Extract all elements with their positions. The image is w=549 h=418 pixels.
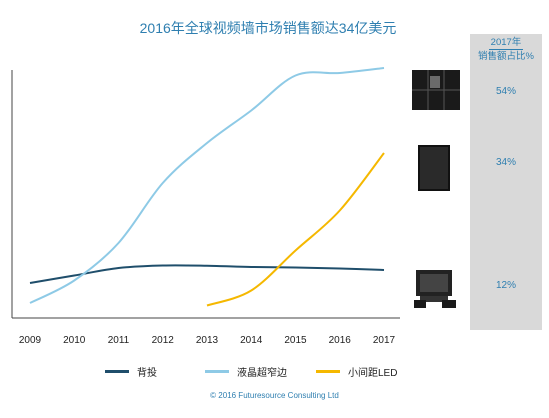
series-line-1: [29, 67, 385, 304]
share-value-rear-projection: 12%: [495, 280, 516, 291]
lcd-video-wall-icon: [412, 70, 460, 110]
share-heading-label: 销售额占比%: [478, 51, 534, 62]
legend-label: 背投: [137, 368, 157, 379]
share-value-lcd: 54%: [495, 86, 516, 97]
legend-swatch: [316, 370, 340, 373]
legend-swatch: [205, 370, 229, 373]
legend-item-led: 小间距LED: [316, 364, 397, 379]
share-value-led: 34%: [495, 157, 516, 168]
series-line-2: [206, 152, 385, 307]
x-tick-label: 2009: [19, 335, 42, 346]
x-tick-label: 2014: [240, 335, 263, 346]
x-tick-label: 2017: [373, 335, 396, 346]
x-tick-label: 2016: [329, 335, 352, 346]
x-tick-label: 2012: [152, 335, 175, 346]
share-panel-heading: 2017年 销售额占比%: [470, 36, 542, 63]
rear-projection-cube-icon: [414, 270, 456, 308]
legend: 背投 液晶超窄边 小间距LED: [0, 364, 549, 379]
legend-item-rear-projection: 背投: [105, 364, 157, 379]
chart-title: 2016年全球视频墙市场销售额达34亿美元: [139, 20, 397, 36]
legend-label: 小间距LED: [348, 368, 398, 379]
share-panel: [470, 34, 542, 330]
x-tick-label: 2010: [63, 335, 86, 346]
x-tick-label: 2013: [196, 335, 219, 346]
copyright-footer: © 2016 Futuresource Consulting Ltd: [210, 391, 339, 400]
legend-swatch: [105, 370, 129, 373]
x-tick-label: 2011: [108, 335, 130, 346]
x-tick-label: 2015: [284, 335, 307, 346]
led-panel-icon: [418, 145, 450, 191]
legend-label: 液晶超窄边: [237, 368, 287, 379]
legend-item-lcd: 液晶超窄边: [205, 364, 287, 379]
series-line-0: [29, 264, 385, 284]
